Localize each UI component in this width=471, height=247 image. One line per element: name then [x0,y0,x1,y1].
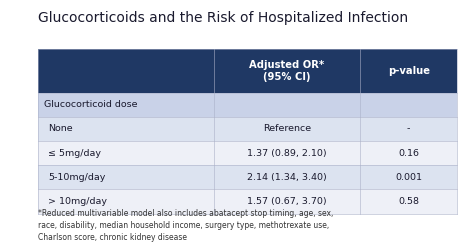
Text: Adjusted OR*
(95% CI): Adjusted OR* (95% CI) [250,60,325,82]
Text: 0.58: 0.58 [398,197,419,206]
Text: -: - [407,124,410,133]
Text: > 10mg/day: > 10mg/day [48,197,107,206]
Text: *Reduced multivariable model also includes abatacept stop timing, age, sex,
race: *Reduced multivariable model also includ… [38,209,333,242]
Text: 0.16: 0.16 [398,149,419,158]
Text: 1.57 (0.67, 3.70): 1.57 (0.67, 3.70) [247,197,327,206]
Text: ≤ 5mg/day: ≤ 5mg/day [48,149,101,158]
FancyBboxPatch shape [38,117,457,141]
Text: Glucocorticoid dose: Glucocorticoid dose [44,100,138,109]
FancyBboxPatch shape [38,189,457,214]
Text: 5-10mg/day: 5-10mg/day [48,173,106,182]
FancyBboxPatch shape [38,141,457,165]
Text: Reference: Reference [263,124,311,133]
Text: p-value: p-value [388,66,430,76]
Text: None: None [48,124,73,133]
Text: 0.001: 0.001 [395,173,422,182]
FancyBboxPatch shape [38,165,457,189]
FancyBboxPatch shape [38,93,457,117]
FancyBboxPatch shape [38,49,457,93]
Text: 2.14 (1.34, 3.40): 2.14 (1.34, 3.40) [247,173,327,182]
Text: Glucocorticoids and the Risk of Hospitalized Infection: Glucocorticoids and the Risk of Hospital… [38,11,408,25]
Text: 1.37 (0.89, 2.10): 1.37 (0.89, 2.10) [247,149,327,158]
